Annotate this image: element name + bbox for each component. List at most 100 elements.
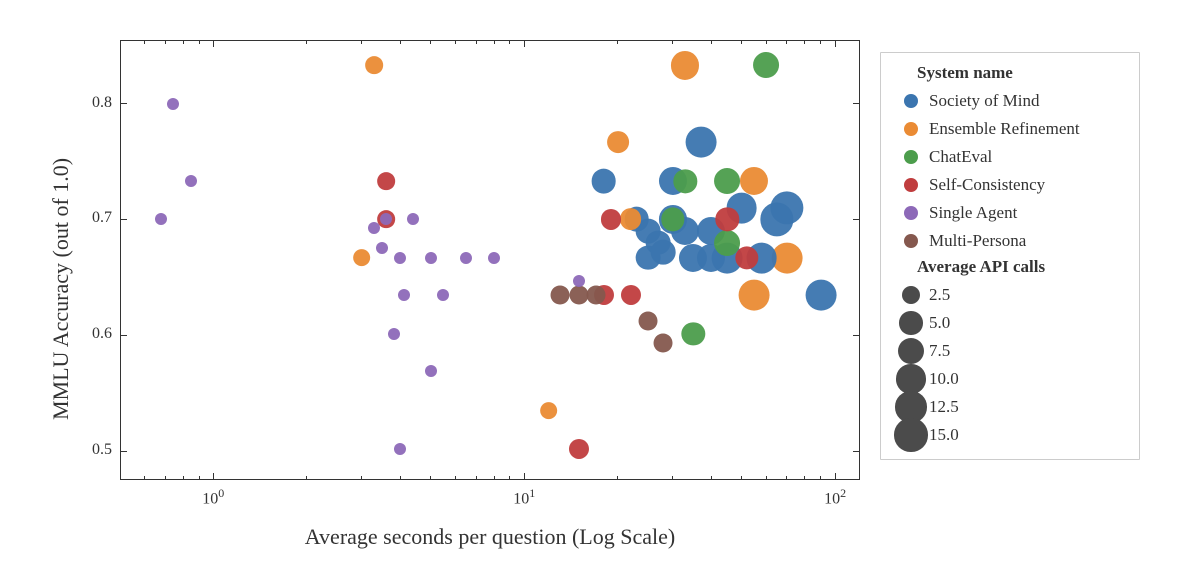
- x-minor-tick-mark: [144, 40, 145, 44]
- y-tick-mark: [120, 103, 127, 104]
- x-minor-tick-mark: [711, 40, 712, 44]
- y-tick-label: 0.8: [78, 94, 112, 112]
- x-minor-tick-mark: [430, 476, 431, 480]
- scatter-point: [394, 252, 406, 264]
- x-tick-mark: [213, 473, 214, 480]
- x-minor-tick-mark: [741, 40, 742, 44]
- scatter-point: [425, 252, 437, 264]
- legend-label: Society of Mind: [929, 91, 1040, 111]
- scatter-point: [569, 439, 589, 459]
- legend-row: 5.0: [893, 309, 1127, 337]
- legend-row: Ensemble Refinement: [893, 115, 1127, 143]
- legend-swatch: [893, 234, 929, 248]
- x-tick-mark: [835, 40, 836, 47]
- x-minor-tick-mark: [711, 476, 712, 480]
- y-tick-mark: [853, 219, 860, 220]
- scatter-point: [739, 279, 770, 310]
- scatter-point: [651, 240, 676, 265]
- legend-title-system: System name: [917, 63, 1127, 83]
- legend-swatch: [893, 206, 929, 220]
- x-minor-tick-mark: [617, 40, 618, 44]
- legend-row: 10.0: [893, 365, 1127, 393]
- y-tick-mark: [853, 335, 860, 336]
- x-minor-tick-mark: [741, 476, 742, 480]
- x-minor-tick-mark: [455, 40, 456, 44]
- legend-label: Single Agent: [929, 203, 1017, 223]
- x-minor-tick-mark: [617, 476, 618, 480]
- scatter-point: [805, 279, 836, 310]
- y-tick-mark: [120, 335, 127, 336]
- x-minor-tick-mark: [766, 40, 767, 44]
- x-tick-mark: [835, 473, 836, 480]
- x-minor-tick-mark: [509, 476, 510, 480]
- legend-swatch: [893, 178, 929, 192]
- scatter-point: [620, 209, 642, 231]
- scatter-point: [586, 285, 605, 304]
- y-tick-mark: [853, 103, 860, 104]
- scatter-point: [550, 285, 569, 304]
- x-minor-tick-mark: [400, 40, 401, 44]
- scatter-point: [437, 289, 449, 301]
- x-minor-tick-mark: [820, 40, 821, 44]
- legend-row: 7.5: [893, 337, 1127, 365]
- legend-label: Ensemble Refinement: [929, 119, 1080, 139]
- x-minor-tick-mark: [766, 476, 767, 480]
- scatter-point: [488, 252, 500, 264]
- scatter-point: [155, 213, 167, 225]
- y-tick-label: 0.7: [78, 209, 112, 227]
- x-minor-tick-mark: [199, 476, 200, 480]
- legend-title-size: Average API calls: [917, 257, 1127, 277]
- scatter-point: [407, 213, 419, 225]
- scatter-point: [185, 175, 197, 187]
- legend-row: 12.5: [893, 393, 1127, 421]
- x-minor-tick-mark: [672, 476, 673, 480]
- legend-size-label: 12.5: [929, 397, 959, 417]
- scatter-point: [540, 402, 558, 420]
- x-minor-tick-mark: [144, 476, 145, 480]
- legend-swatch: [893, 150, 929, 164]
- legend-size-label: 15.0: [929, 425, 959, 445]
- scatter-point: [714, 168, 740, 194]
- legend-label: Self-Consistency: [929, 175, 1045, 195]
- legend-size-swatch: [893, 338, 929, 364]
- x-minor-tick-mark: [165, 40, 166, 44]
- scatter-point: [591, 169, 616, 194]
- x-minor-tick-mark: [786, 40, 787, 44]
- scatter-point: [671, 51, 699, 79]
- legend-label: ChatEval: [929, 147, 992, 167]
- scatter-point: [654, 334, 673, 353]
- scatter-point: [167, 98, 179, 110]
- scatter-point: [638, 312, 657, 331]
- x-minor-tick-mark: [183, 40, 184, 44]
- x-minor-tick-mark: [494, 476, 495, 480]
- x-minor-tick-mark: [199, 40, 200, 44]
- legend-row: ChatEval: [893, 143, 1127, 171]
- legend-size-label: 7.5: [929, 341, 950, 361]
- y-tick-label: 0.6: [78, 325, 112, 343]
- legend-row: Single Agent: [893, 199, 1127, 227]
- x-minor-tick-mark: [509, 40, 510, 44]
- y-tick-mark: [120, 219, 127, 220]
- x-tick-mark: [213, 40, 214, 47]
- legend-swatch: [893, 94, 929, 108]
- x-minor-tick-mark: [476, 40, 477, 44]
- x-minor-tick-mark: [786, 476, 787, 480]
- legend-row: Self-Consistency: [893, 171, 1127, 199]
- legend-size-swatch: [893, 418, 929, 451]
- x-minor-tick-mark: [672, 40, 673, 44]
- x-minor-tick-mark: [804, 476, 805, 480]
- scatter-point: [753, 53, 779, 79]
- legend-size-label: 2.5: [929, 285, 950, 305]
- x-minor-tick-mark: [400, 476, 401, 480]
- legend-row: Multi-Persona: [893, 227, 1127, 255]
- x-tick-label: 102: [824, 486, 846, 508]
- x-minor-tick-mark: [494, 40, 495, 44]
- legend-row: 15.0: [893, 421, 1127, 449]
- scatter-point: [366, 57, 384, 75]
- x-minor-tick-mark: [455, 476, 456, 480]
- legend-size-label: 10.0: [929, 369, 959, 389]
- scatter-point: [388, 328, 400, 340]
- legend-row: Society of Mind: [893, 87, 1127, 115]
- y-tick-mark: [853, 451, 860, 452]
- y-tick-mark: [120, 451, 127, 452]
